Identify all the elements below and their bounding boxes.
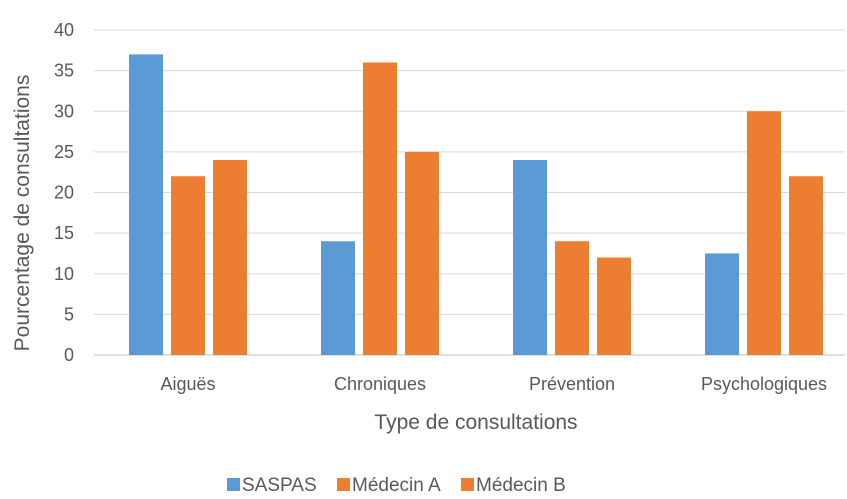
x-axis-ticks: Aiguës Chroniques Prévention Psychologiques [160,374,827,394]
x-tick-label: Prévention [529,374,615,394]
y-tick-label: 5 [64,304,74,324]
legend-swatch [337,478,350,491]
bar-saspas-3 [705,253,739,355]
bars [129,54,823,355]
legend: SASPAS Médecin A Médecin B [227,475,566,496]
bar-saspas-1 [321,241,355,355]
y-axis-title: Pourcentage de consultations [11,75,34,352]
x-tick-label: Psychologiques [701,374,827,394]
bar-m-decin-a-3 [747,111,781,355]
legend-swatch [227,478,240,491]
bar-m-decin-a-1 [363,62,397,355]
y-tick-label: 25 [54,142,74,162]
x-axis-title: Type de consultations [374,411,577,434]
bar-m-decin-b-3 [789,176,823,355]
y-tick-label: 35 [54,61,74,81]
y-tick-label: 10 [54,264,74,284]
bar-saspas-0 [129,54,163,355]
y-tick-label: 0 [64,345,74,365]
x-tick-label: Chroniques [334,374,426,394]
x-tick-label: Aiguës [160,374,215,394]
legend-label: Médecin A [352,475,441,496]
y-tick-label: 20 [54,183,74,203]
bar-m-decin-a-0 [171,176,205,355]
bar-m-decin-b-2 [597,257,631,355]
bar-m-decin-b-0 [213,160,247,355]
y-tick-label: 15 [54,223,74,243]
bar-m-decin-b-1 [405,151,439,355]
legend-label: SASPAS [242,475,317,496]
legend-label: Médecin B [476,475,566,496]
y-tick-label: 30 [54,101,74,121]
y-tick-label: 40 [54,20,74,40]
y-axis-ticks: 0 5 10 15 20 25 30 35 40 [54,20,74,365]
bar-saspas-2 [513,160,547,355]
legend-swatch [461,478,474,491]
bar-m-decin-a-2 [555,241,589,355]
